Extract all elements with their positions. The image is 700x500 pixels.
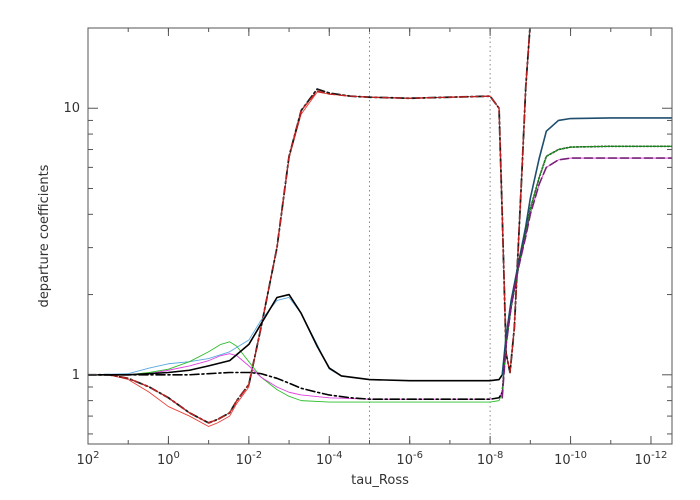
series-line-7 [88, 293, 504, 382]
series-line-10 [501, 145, 672, 394]
plot-frame [87, 27, 673, 445]
x-tick-label: 100 [157, 450, 180, 468]
series-line-8 [501, 117, 672, 376]
x-tick-label: 102 [77, 450, 100, 468]
y-axis-label: departure coefficients [37, 164, 52, 307]
x-axis-label: tau_Ross [351, 473, 409, 488]
series-line-9 [88, 371, 504, 400]
x-tick-label: 10-10 [554, 450, 587, 468]
series-line-12 [501, 157, 672, 399]
y-tick-label: 10 [63, 101, 80, 116]
series-line-3 [88, 28, 531, 424]
y-tick-label: 1 [72, 368, 80, 383]
series-line-2 [88, 28, 531, 424]
series-layer [88, 28, 672, 427]
x-tick-label: 10-2 [236, 450, 263, 468]
x-tick-label: 10-12 [635, 450, 668, 468]
series-line-11 [501, 145, 672, 393]
series-line-5 [88, 145, 672, 403]
reference-lines [368, 28, 491, 444]
x-tick-label: 10-6 [396, 450, 423, 468]
series-line-1 [88, 28, 531, 427]
ticks: 102 100 10-2 10-4 10-6 10-8 10-10 10-12 1 10 [63, 27, 672, 468]
x-tick-label: 10-4 [316, 450, 343, 468]
x-tick-label: 10-8 [477, 450, 504, 468]
